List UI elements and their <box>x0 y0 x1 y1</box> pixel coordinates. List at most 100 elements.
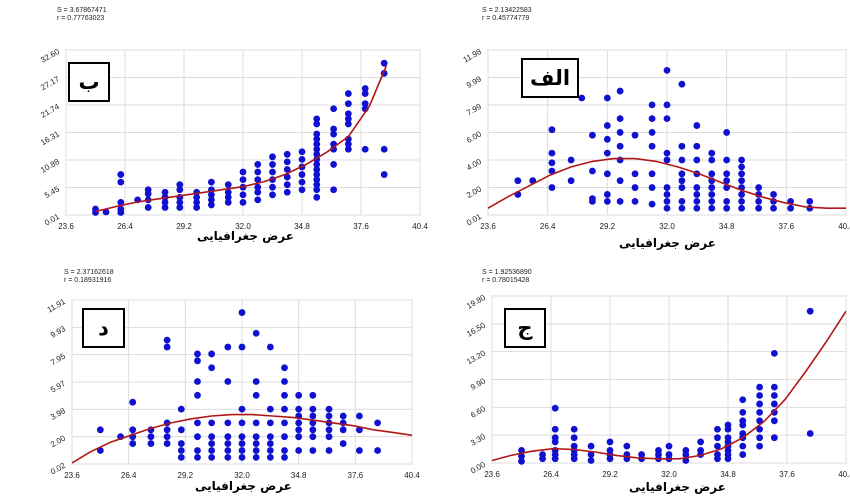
data-point <box>548 167 556 175</box>
data-point <box>176 198 184 206</box>
data-point <box>281 391 288 399</box>
panel-label: د <box>82 308 125 348</box>
data-point <box>161 188 169 196</box>
data-point <box>587 442 595 450</box>
data-point <box>756 392 764 399</box>
data-point <box>678 142 686 150</box>
y-tick-label: 5.97 <box>49 379 67 395</box>
data-point <box>252 440 260 447</box>
data-point <box>194 447 201 454</box>
data-point <box>117 198 125 206</box>
data-point <box>678 156 686 164</box>
data-point <box>770 400 778 408</box>
data-point <box>176 204 184 211</box>
data-point <box>756 442 764 450</box>
data-point <box>161 204 169 211</box>
data-point <box>603 94 611 102</box>
data-point <box>325 447 333 454</box>
data-point <box>163 343 171 351</box>
data-point <box>518 457 525 465</box>
data-point <box>606 438 614 446</box>
data-point <box>738 197 745 205</box>
data-point <box>129 426 137 434</box>
data-point <box>224 198 232 206</box>
data-point <box>655 446 662 454</box>
data-point <box>330 105 338 113</box>
y-tick-label: 2.00 <box>49 433 67 449</box>
data-point <box>325 433 333 441</box>
data-point <box>194 378 201 385</box>
data-point <box>266 419 274 427</box>
fit-curve <box>95 65 388 213</box>
x-tick-label: 37.6 <box>353 222 369 231</box>
data-point <box>616 197 624 205</box>
data-point <box>518 452 525 460</box>
data-point <box>252 419 260 427</box>
data-point <box>330 125 338 133</box>
data-point <box>678 204 686 212</box>
data-point <box>298 186 306 194</box>
data-point <box>648 200 656 208</box>
data-point <box>163 440 171 447</box>
data-point <box>239 168 247 176</box>
data-point <box>194 419 201 427</box>
data-point <box>770 349 778 357</box>
data-point <box>238 453 246 461</box>
data-point <box>344 90 352 97</box>
y-tick-label: 11.98 <box>462 47 484 65</box>
data-point <box>723 156 731 164</box>
x-tick-label: 37.6 <box>779 470 795 479</box>
data-point <box>551 434 559 442</box>
data-point <box>281 453 288 461</box>
data-point <box>344 110 352 118</box>
data-point <box>295 391 303 399</box>
data-point <box>631 131 639 139</box>
data-point <box>207 196 215 204</box>
data-point <box>755 184 763 191</box>
data-point <box>252 378 260 385</box>
data-point <box>738 170 745 178</box>
data-point <box>254 168 262 176</box>
data-point <box>663 197 671 205</box>
data-point <box>631 184 639 191</box>
data-point <box>756 408 764 416</box>
data-point <box>697 438 705 446</box>
data-point <box>724 421 732 429</box>
chart-panel-jim: 23.626.429.232.034.837.640.40.003.306.60… <box>426 250 850 500</box>
data-point <box>208 419 216 427</box>
data-point <box>806 430 814 437</box>
data-point <box>755 197 763 205</box>
data-point <box>96 426 104 434</box>
data-point <box>603 135 611 143</box>
x-axis-label: عرض جغرافیایی <box>197 229 294 243</box>
data-point <box>548 126 556 134</box>
data-point <box>295 419 303 427</box>
x-tick-label: 23.6 <box>58 222 74 231</box>
data-point <box>325 405 333 413</box>
data-point <box>374 447 381 454</box>
data-point <box>693 184 701 191</box>
data-point <box>693 204 701 212</box>
data-point <box>313 176 321 184</box>
data-point <box>344 145 352 153</box>
data-point <box>295 426 303 434</box>
data-point <box>708 204 716 212</box>
data-point <box>548 159 556 167</box>
data-point <box>193 204 201 211</box>
data-point <box>269 153 276 161</box>
x-tick-label: 34.8 <box>720 470 736 479</box>
data-point <box>589 195 596 202</box>
data-point <box>330 186 338 194</box>
data-point <box>161 198 169 206</box>
data-point <box>207 178 215 186</box>
stat-block: S = 2.13422583 r = 0.45774779 <box>482 7 532 23</box>
y-tick-label: 9.99 <box>465 74 483 90</box>
data-point <box>238 419 246 427</box>
x-tick-label: 29.2 <box>600 222 616 231</box>
data-point <box>693 156 701 164</box>
stat-r: r = 0.45774779 <box>482 15 530 22</box>
data-point <box>631 197 639 205</box>
data-point <box>252 447 260 454</box>
data-point <box>269 168 276 176</box>
data-point <box>298 178 306 186</box>
